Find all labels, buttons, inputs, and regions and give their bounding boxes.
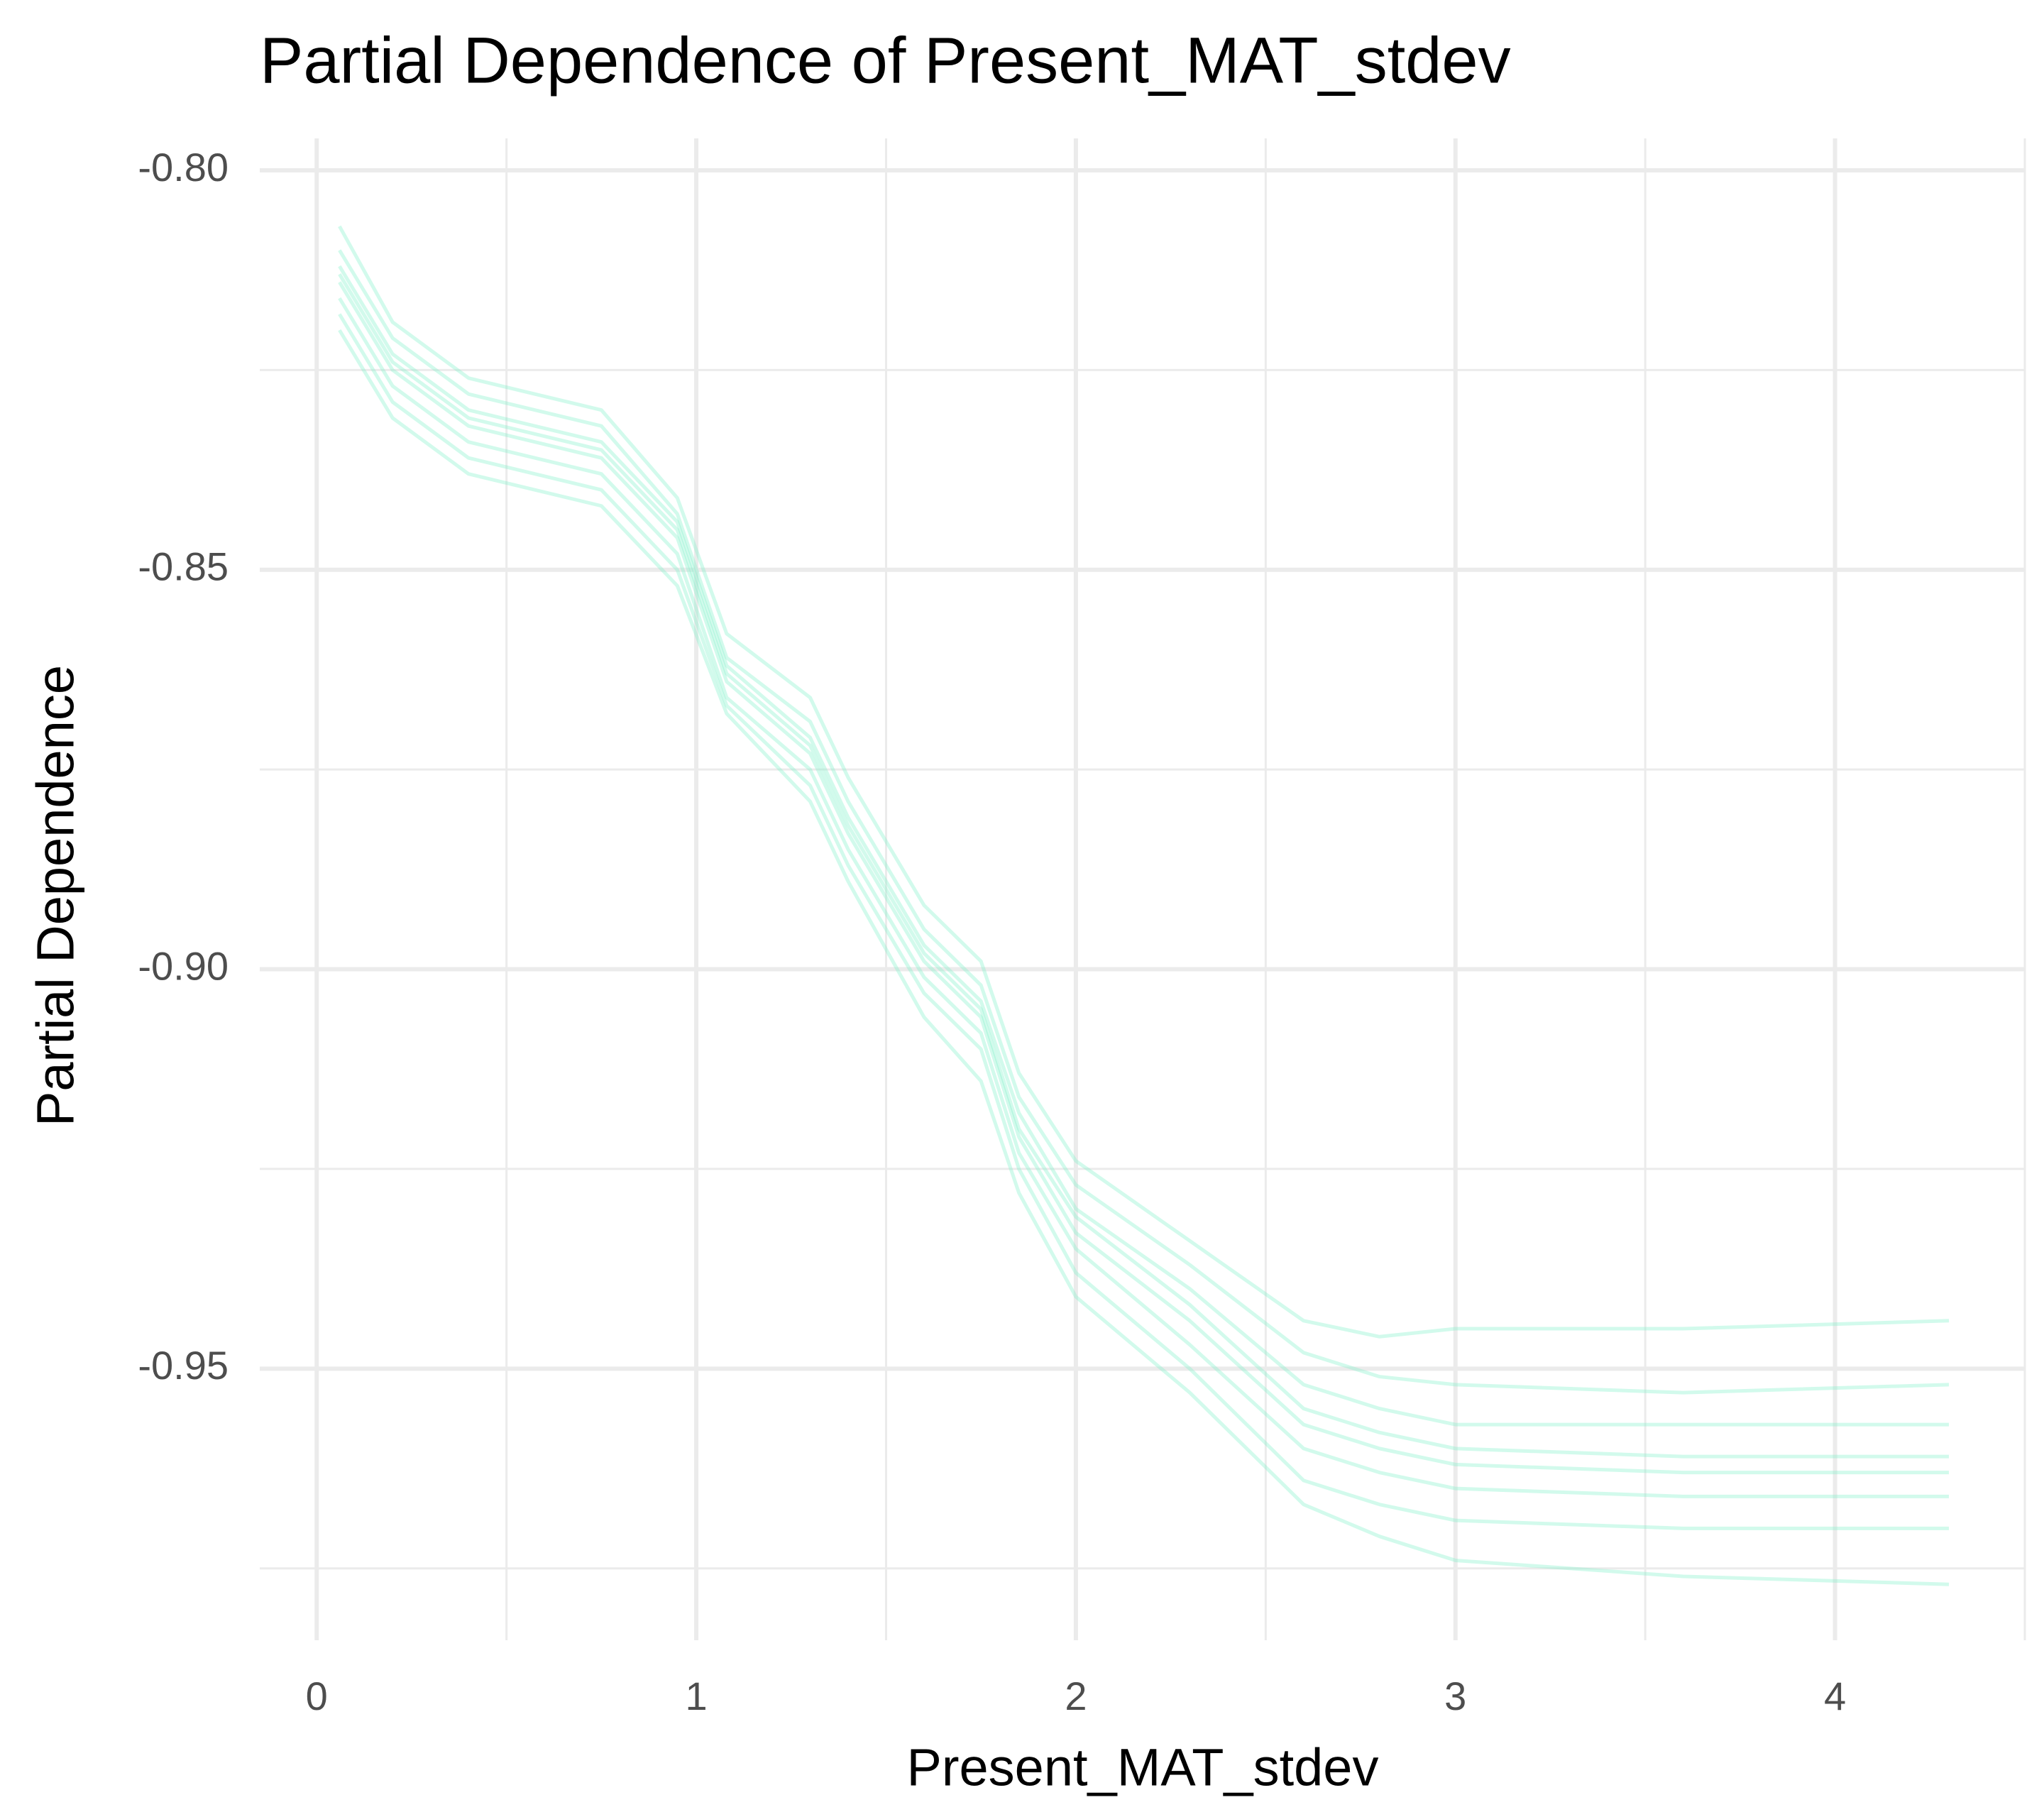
- chart-title: Partial Dependence of Present_MAT_stdev: [260, 24, 1511, 97]
- ice-line: [338, 273, 1950, 1459]
- y-tick-label: -0.80: [138, 145, 229, 190]
- y-tick-label: -0.90: [138, 943, 229, 988]
- x-tick-label: 0: [306, 1674, 328, 1718]
- y-tick-label: -0.95: [138, 1343, 229, 1388]
- ice-line: [338, 329, 1950, 1586]
- y-tick-label: -0.85: [138, 544, 229, 589]
- ice-line: [338, 281, 1950, 1475]
- x-tick-label: 1: [685, 1674, 707, 1718]
- x-tick-label: 2: [1065, 1674, 1087, 1718]
- x-tick-label: 4: [1824, 1674, 1846, 1718]
- y-axis-title: Partial Dependence: [26, 665, 85, 1126]
- x-tick-label: 3: [1444, 1674, 1466, 1718]
- ice-line: [338, 265, 1950, 1427]
- ice-line: [338, 249, 1950, 1395]
- ice-line: [338, 313, 1950, 1530]
- ice-line: [338, 297, 1950, 1498]
- ice-line: [338, 225, 1950, 1339]
- x-axis-title: Present_MAT_stdev: [907, 1738, 1379, 1797]
